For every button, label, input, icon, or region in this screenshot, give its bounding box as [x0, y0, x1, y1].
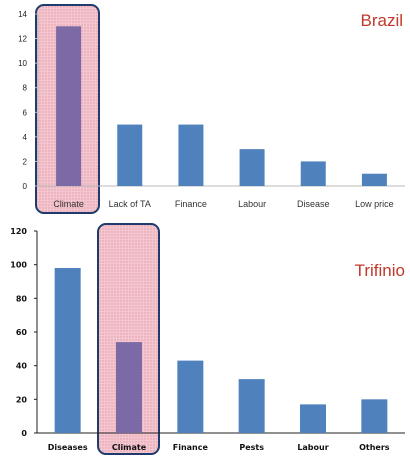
brazil-category-label: Climate — [53, 199, 84, 209]
brazil-chart: Brazil 0 2 4 6 8 10 12 14 Climate Lack of TA Finan… — [18, 4, 405, 214]
trifinio-y-tick-label: 60 — [16, 328, 28, 337]
brazil-y-tick-label: 4 — [23, 133, 28, 142]
trifinio-highlight-box — [97, 223, 160, 455]
trifinio-bar-pests — [238, 379, 265, 433]
trifinio-bar-labour — [300, 404, 326, 433]
trifinio-chart: Trifinio 0 20 40 60 80 100 120 Diseases Climate F… — [10, 223, 405, 455]
brazil-y-tick-label: 8 — [23, 84, 28, 93]
brazil-y-tick-label: 10 — [18, 59, 27, 68]
brazil-bar-disease — [300, 161, 326, 186]
brazil-y-tick-label: 14 — [18, 10, 27, 19]
brazil-bar-lack-of-ta — [117, 124, 143, 186]
trifinio-bar-diseases — [54, 268, 81, 433]
brazil-bar-labour — [239, 149, 265, 186]
trifinio-category-label: Pests — [239, 443, 264, 452]
brazil-y-tick-label: 2 — [23, 157, 28, 166]
brazil-title: Brazil — [360, 11, 403, 30]
trifinio-category-label: Diseases — [48, 443, 88, 452]
brazil-category-label: Lack of TA — [109, 199, 151, 209]
trifinio-bar-climate — [116, 342, 142, 433]
brazil-y-tick-label: 12 — [18, 35, 27, 44]
brazil-bar-finance — [178, 124, 204, 186]
trifinio-y-tick-label: 0 — [21, 429, 27, 438]
trifinio-bar-others — [361, 399, 388, 433]
trifinio-y-tick-label: 40 — [16, 362, 28, 371]
brazil-category-label: Low price — [355, 199, 394, 209]
brazil-category-label: Labour — [238, 199, 266, 209]
trifinio-title: Trifinio — [355, 261, 405, 280]
trifinio-category-label: Finance — [173, 443, 209, 452]
trifinio-category-label: Climate — [112, 443, 147, 452]
brazil-category-label: Disease — [297, 199, 330, 209]
brazil-bar-climate — [56, 26, 82, 186]
trifinio-y-tick-label: 100 — [10, 261, 27, 270]
brazil-category-label: Finance — [175, 199, 207, 209]
trifinio-category-label: Others — [359, 443, 390, 452]
trifinio-bar-finance — [177, 360, 204, 433]
brazil-y-tick-label: 0 — [23, 182, 28, 191]
trifinio-category-label: Labour — [297, 443, 328, 452]
brazil-y-tick-label: 6 — [23, 108, 28, 117]
trifinio-y-tick-label: 20 — [16, 395, 28, 404]
brazil-bar-low-price — [361, 173, 387, 186]
trifinio-y-tick-label: 80 — [16, 294, 28, 303]
trifinio-y-tick-label: 120 — [10, 227, 27, 236]
